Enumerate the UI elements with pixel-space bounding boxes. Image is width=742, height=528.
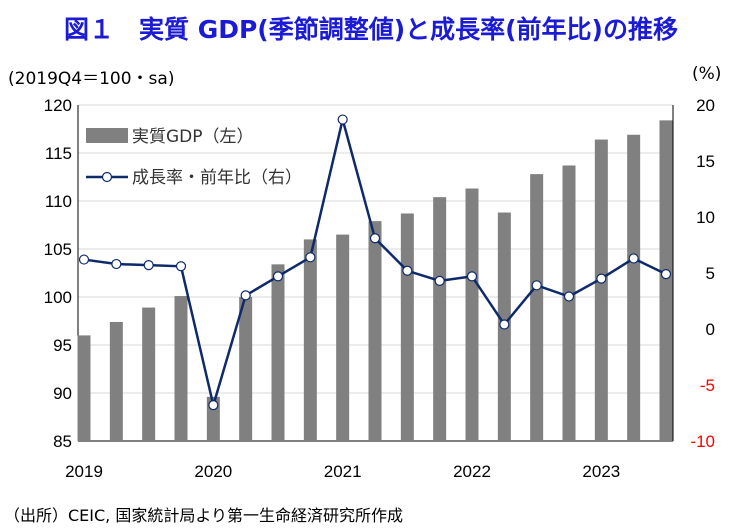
left-tick-label: 85	[53, 432, 72, 451]
left-tick-label: 95	[53, 336, 72, 355]
growth-point	[596, 273, 607, 284]
x-tick-label: 2022	[453, 462, 491, 481]
growth-point	[337, 114, 348, 125]
left-tick-label: 115	[45, 144, 72, 163]
legend-gdp-label: 実質GDP（左）	[132, 127, 254, 147]
growth-point	[369, 233, 381, 244]
legend-growth-label: 成長率・前年比（右）	[132, 168, 302, 188]
growth-point	[208, 400, 219, 411]
growth-point	[563, 291, 575, 302]
gdp-bar	[109, 321, 123, 441]
source-note: （出所）CEIC, 国家統計局より第一生命経済研究所作成	[4, 506, 404, 525]
gdp-bar	[562, 165, 576, 442]
gdp-bar	[627, 134, 641, 441]
right-tick-label: -10	[690, 432, 715, 451]
legend-line-marker	[101, 171, 113, 183]
chart-title: 図１ 実質 GDP(季節調整値)と成長率(前年比)の推移	[63, 15, 678, 44]
x-tick-label: 2021	[324, 462, 362, 481]
right-tick-label: 0	[706, 320, 715, 339]
left-tick-label: 90	[53, 384, 72, 403]
gdp-bar	[142, 307, 156, 441]
left-axis-unit: (2019Q4＝100・sa)	[8, 69, 175, 89]
left-tick-label: 120	[44, 96, 72, 115]
gdp-bar	[433, 197, 447, 441]
gdp-bar	[530, 174, 544, 441]
right-axis-unit: (%)	[692, 64, 722, 84]
gdp-bar	[239, 297, 253, 441]
gdp-bar	[465, 188, 479, 441]
growth-point	[466, 271, 478, 282]
growth-point	[628, 253, 639, 264]
growth-point	[531, 280, 542, 291]
growth-point	[402, 265, 413, 276]
gdp-bar	[336, 234, 350, 441]
left-tick-label: 105	[44, 240, 72, 259]
right-tick-label: -5	[700, 376, 715, 395]
gdp-bar	[77, 335, 91, 441]
x-tick-label: 2020	[194, 462, 232, 481]
right-tick-label: 20	[696, 96, 715, 115]
growth-point	[240, 290, 251, 301]
x-tick-label: 2019	[65, 462, 103, 481]
right-tick-label: 5	[706, 264, 715, 283]
gdp-bar	[271, 264, 285, 441]
growth-point	[78, 254, 90, 265]
growth-point	[175, 261, 187, 272]
gdp-bar	[174, 296, 188, 441]
growth-point	[305, 252, 316, 263]
x-tick-label: 2023	[582, 462, 620, 481]
right-tick-label: 15	[696, 152, 715, 171]
right-tick-label: 10	[696, 208, 715, 227]
left-tick-label: 100	[44, 288, 72, 307]
growth-point	[143, 260, 154, 271]
gdp-bar	[303, 239, 317, 441]
gdp-bar	[368, 221, 382, 441]
growth-point	[111, 258, 122, 270]
growth-point	[660, 269, 672, 280]
gdp-bar	[659, 120, 673, 442]
growth-point	[499, 319, 510, 330]
legend-bar-swatch	[86, 128, 128, 143]
growth-point	[434, 275, 445, 286]
gdp-bar	[594, 139, 608, 441]
left-tick-label: 110	[45, 192, 72, 211]
growth-point	[272, 271, 284, 282]
gdp-bar	[400, 213, 414, 441]
